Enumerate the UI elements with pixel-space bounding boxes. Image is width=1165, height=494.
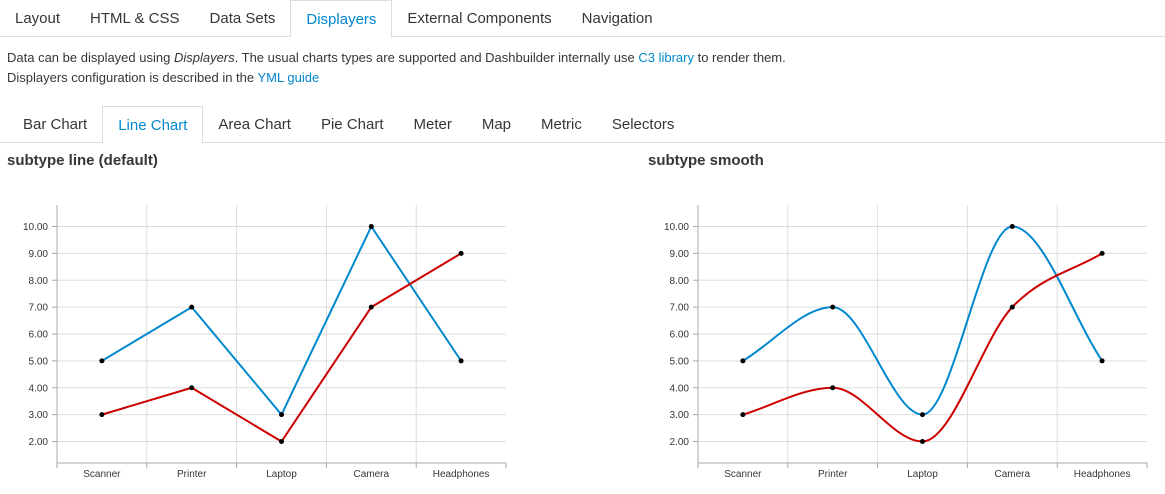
main-tabs: Layout HTML & CSS Data Sets Displayers E… [0, 0, 1165, 38]
data-point-series-1 [279, 412, 284, 418]
x-tick-label: Headphones [1074, 469, 1131, 480]
intro-displayers-em: Displayers [173, 50, 235, 65]
y-tick-label: 7.00 [670, 303, 690, 314]
tab-map[interactable]: Map [481, 116, 512, 133]
tab-meter[interactable]: Meter [413, 116, 452, 133]
c3-library-link[interactable]: C3 library [638, 50, 694, 65]
data-point-series-1 [189, 304, 195, 310]
y-tick-label: 9.00 [670, 249, 690, 260]
data-point-series-2 [189, 385, 195, 391]
axes: 2.00 3.00 4.00 5.00 6.00 7.00 8.00 9.00 10.00 Sca… [23, 205, 507, 480]
data-point-series-1 [458, 358, 464, 364]
y-tick-label: 4.00 [29, 383, 49, 394]
data-point-series-2 [368, 304, 374, 310]
data-point-series-2 [1009, 304, 1015, 310]
series-group [740, 224, 1105, 444]
y-tick-label: 5.00 [670, 356, 690, 367]
y-tick-label: 8.00 [29, 276, 49, 287]
x-tick-label: Camera [995, 469, 1031, 480]
y-tick-label: 3.00 [29, 410, 49, 421]
data-point-series-1 [368, 224, 374, 229]
x-tick-label: Laptop [907, 469, 938, 480]
x-tick-label: Printer [177, 469, 207, 480]
data-point-series-1 [740, 358, 746, 364]
data-point-series-1 [1009, 224, 1015, 229]
y-tick-label: 2.00 [670, 437, 690, 448]
grid-lines [57, 205, 506, 463]
tab-displayers[interactable]: Displayers [290, 0, 393, 38]
intro-line-1: Data can be displayed using Displayers. … [7, 48, 786, 68]
chart-title-smooth: subtype smooth [648, 152, 764, 169]
data-point-series-2 [740, 412, 746, 418]
y-tick-label: 2.00 [29, 437, 49, 448]
series-group [99, 224, 464, 444]
y-tick-label: 6.00 [29, 330, 49, 341]
grid-lines [698, 205, 1147, 463]
x-tick-label: Laptop [266, 469, 297, 480]
x-tick-label: Scanner [724, 469, 762, 480]
y-tick-label: 10.00 [23, 222, 48, 233]
data-point-series-2 [1099, 250, 1105, 256]
tab-navigation[interactable]: Navigation [581, 10, 653, 27]
data-point-series-1 [1099, 358, 1105, 364]
intro-text: Data can be displayed using Displayers. … [7, 48, 786, 87]
intro-text-1: Data can be displayed using [7, 50, 174, 65]
data-point-series-2 [458, 250, 464, 256]
y-tick-label: 3.00 [670, 410, 690, 421]
tab-external-components[interactable]: External Components [407, 10, 552, 27]
data-point-series-2 [830, 385, 836, 391]
x-tick-label: Camera [354, 469, 390, 480]
y-tick-label: 8.00 [670, 276, 690, 287]
line-chart-smooth: 2.00 3.00 4.00 5.00 6.00 7.00 8.00 9.00 10.00 Sca… [664, 205, 1148, 480]
chart-type-tabs: Bar Chart Line Chart Area Chart Pie Char… [0, 106, 1165, 144]
data-point-series-1 [99, 358, 105, 364]
tab-area-chart[interactable]: Area Chart [218, 116, 291, 133]
intro-text-4: Displayers configuration is described in… [7, 69, 258, 85]
tab-layout[interactable]: Layout [15, 10, 61, 27]
data-point-series-2 [920, 439, 925, 444]
x-tick-label: Scanner [83, 469, 121, 480]
y-tick-label: 7.00 [29, 303, 49, 314]
series-line-1 [742, 225, 1103, 416]
axes: 2.00 3.00 4.00 5.00 6.00 7.00 8.00 9.00 10.00 Sca… [664, 205, 1148, 480]
tab-metric[interactable]: Metric [541, 116, 582, 133]
data-point-series-1 [830, 304, 836, 310]
y-tick-label: 9.00 [29, 249, 49, 260]
tab-line-chart[interactable]: Line Chart [102, 106, 204, 144]
data-point-series-2 [279, 439, 284, 444]
y-tick-label: 6.00 [670, 330, 690, 341]
data-point-series-1 [920, 412, 925, 418]
tab-data-sets[interactable]: Data Sets [209, 10, 276, 27]
data-point-series-2 [99, 412, 105, 418]
tab-selectors[interactable]: Selectors [611, 116, 675, 133]
series-line-2 [742, 252, 1103, 443]
series-line-1 [101, 224, 462, 417]
tab-pie-chart[interactable]: Pie Chart [320, 116, 384, 133]
intro-text-3: to render them. [693, 50, 786, 65]
y-tick-label: 10.00 [664, 222, 689, 233]
chart-title-line: subtype line (default) [7, 152, 158, 169]
y-tick-label: 5.00 [29, 356, 49, 367]
x-tick-label: Headphones [433, 469, 490, 480]
intro-line-2: Displayers configuration is described in… [7, 68, 786, 88]
line-chart-default: 2.00 3.00 4.00 5.00 6.00 7.00 8.00 9.00 10.00 Sca… [23, 205, 507, 480]
yml-guide-link[interactable]: YML guide [257, 69, 320, 85]
intro-text-2: . The usual charts types are supported a… [234, 50, 639, 65]
tab-bar-chart[interactable]: Bar Chart [23, 116, 88, 133]
tab-html-css[interactable]: HTML & CSS [90, 10, 180, 27]
y-tick-label: 4.00 [670, 383, 690, 394]
x-tick-label: Printer [818, 469, 848, 480]
